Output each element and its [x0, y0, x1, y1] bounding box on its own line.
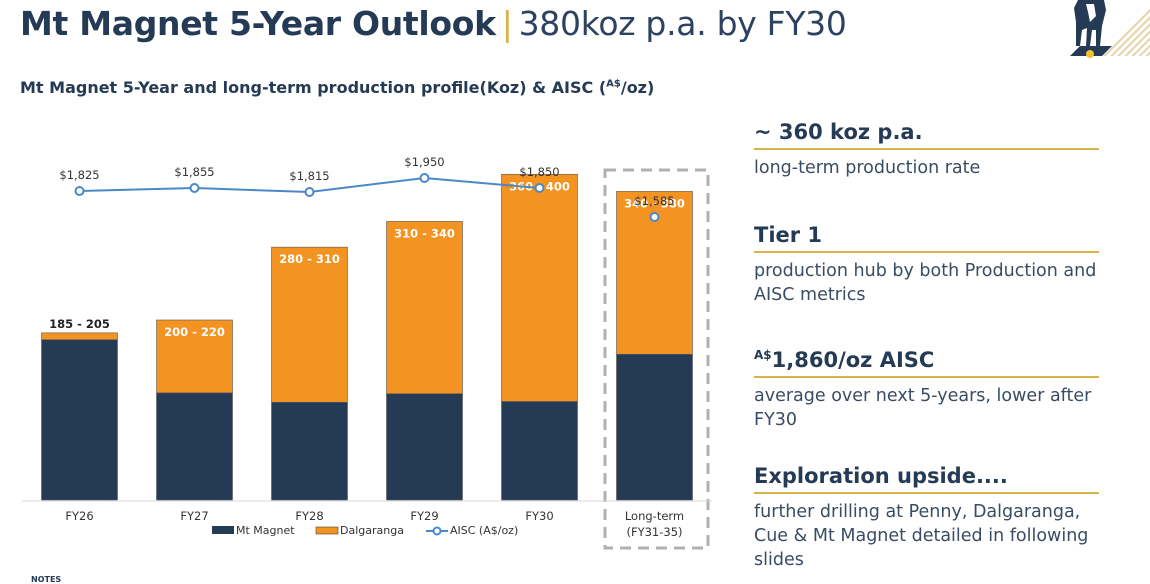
highlight-body: average over next 5-years, lower after F… [754, 386, 1092, 430]
legend-label-dalgaranga: Dalgaranga [340, 524, 404, 537]
long-term-highlight-box [603, 168, 710, 550]
highlight-body: long-term production rate [754, 158, 981, 178]
chart-title-end: /oz) [620, 78, 655, 97]
aisc-point [74, 186, 85, 196]
x-tick-label: FY28 [295, 509, 323, 523]
x-tick-label: (FY31-35) [626, 525, 682, 539]
bar-dalgaranga [271, 246, 348, 403]
bar-dalgaranga [41, 332, 118, 341]
aisc-label: $1,950 [404, 155, 444, 169]
aisc-label: $1,585 [634, 194, 674, 208]
highlight-body: production hub by both Production and AI… [754, 261, 1097, 305]
bar-mt-magnet [271, 401, 348, 501]
bar-mt-magnet [41, 339, 118, 501]
bar-total-label: 340 - 380 [624, 196, 685, 210]
bar-dalgaranga [501, 173, 578, 402]
highlight-heading: A$1,860/oz AISC [754, 348, 1099, 378]
aisc-label: $1,825 [59, 168, 99, 182]
highlight-exploration: Exploration upside.... further drilling … [754, 464, 1114, 572]
chart-title-text: Mt Magnet 5-Year and long-term productio… [20, 78, 607, 97]
aisc-point [304, 187, 315, 197]
horse-logo-icon [1070, 0, 1150, 58]
title-tagline: 380koz p.a. by FY30 [518, 4, 847, 43]
highlight-aisc: A$1,860/oz AISC average over next 5-year… [754, 348, 1114, 432]
aisc-label: $1,850 [519, 165, 559, 179]
chart-title: Mt Magnet 5-Year and long-term productio… [20, 78, 654, 97]
chart-title-sup: A$ [606, 78, 621, 90]
bar-total-label: 185 - 205 [49, 317, 110, 331]
x-tick-label: Long-term [625, 509, 684, 523]
bar-mt-magnet [386, 393, 463, 501]
bar-total-label: 310 - 340 [394, 226, 455, 240]
highlight-heading: Exploration upside.... [754, 464, 1099, 494]
legend-marker-aisc [432, 526, 442, 536]
bar-dalgaranga [386, 221, 463, 395]
bar-total-label: 280 - 310 [279, 252, 340, 266]
aisc-point [649, 212, 660, 222]
aisc-point [189, 183, 200, 193]
notes-label: NOTES [31, 575, 62, 584]
highlight-heading: Tier 1 [754, 223, 1099, 253]
highlight-tier-one: Tier 1 production hub by both Production… [754, 223, 1114, 307]
aisc-point [419, 173, 430, 183]
legend-label-aisc: AISC (A$/oz) [450, 524, 518, 537]
legend-label-mt-magnet: Mt Magnet [236, 524, 295, 537]
bar-dalgaranga [156, 319, 233, 394]
bar-mt-magnet [616, 353, 693, 501]
highlight-production-rate: ~ 360 koz p.a. long-term production rate [754, 120, 1114, 180]
legend-swatch-dalgaranga [315, 526, 339, 535]
legend-swatch-mt-magnet [212, 526, 234, 534]
bar-mt-magnet [156, 392, 233, 501]
bar-mt-magnet [501, 401, 578, 501]
title-separator: | [501, 4, 513, 43]
highlight-body: further drilling at Penny, Dalgaranga, C… [754, 502, 1089, 570]
bar-total-label: 200 - 220 [164, 325, 225, 339]
aisc-point [534, 183, 545, 193]
x-tick-label: FY29 [410, 509, 438, 523]
x-tick-label: FY26 [65, 509, 93, 523]
title-main: Mt Magnet 5-Year Outlook [20, 4, 496, 43]
x-tick-label: FY30 [525, 509, 553, 523]
aisc-label: $1,815 [289, 169, 329, 183]
aisc-label: $1,855 [174, 165, 214, 179]
highlight-heading: ~ 360 koz p.a. [754, 120, 1099, 150]
x-tick-label: FY27 [180, 509, 208, 523]
page-title: Mt Magnet 5-Year Outlook | 380koz p.a. by … [20, 4, 847, 43]
